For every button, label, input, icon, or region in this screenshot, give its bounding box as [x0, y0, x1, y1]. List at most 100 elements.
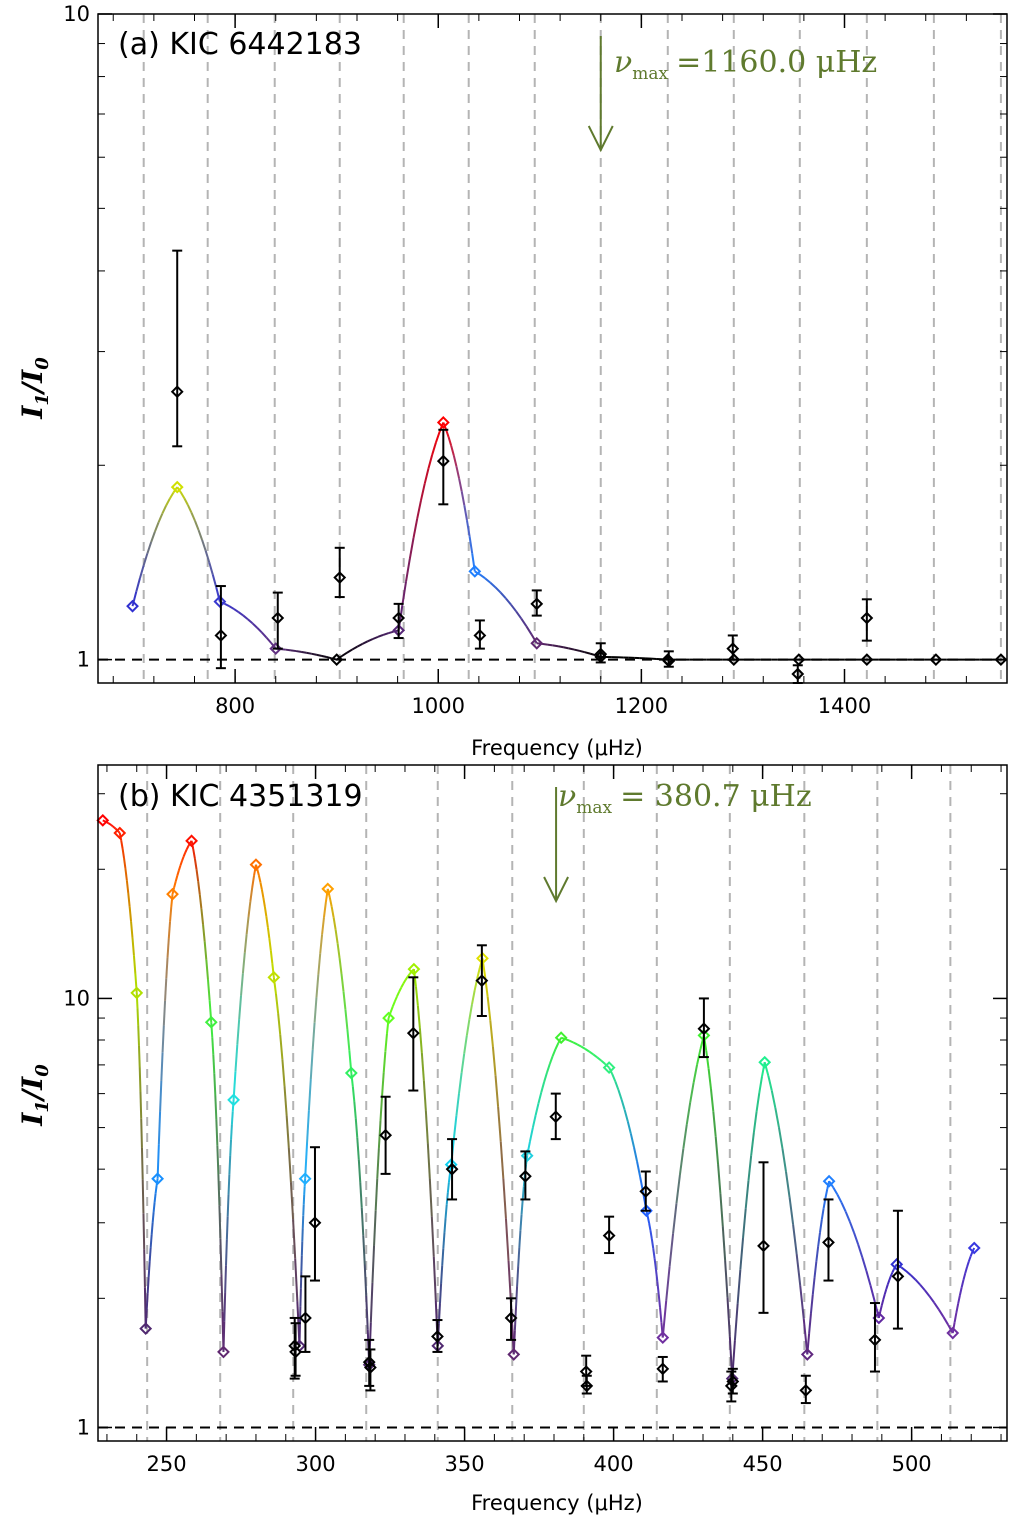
model-segment-a-0-8 [161, 505, 167, 515]
x-tick-label-a-3: 1400 [818, 694, 871, 718]
model-segment-b-28-6 [717, 1164, 722, 1194]
model-segment-b-19-10 [447, 1172, 452, 1183]
model-segment-b-24-8 [592, 1053, 598, 1059]
model-segment-b-27-6 [682, 1124, 688, 1149]
x-tick-label-b-0: 250 [147, 1452, 187, 1476]
model-segment-b-26-6 [653, 1258, 657, 1270]
model-point-b-2 [130, 986, 144, 1000]
model-segment-b-3-7 [151, 1211, 155, 1224]
model-segment-b-14-8 [342, 991, 347, 1010]
model-segment-b-3-5 [149, 1234, 153, 1249]
model-segment-a-1-2 [183, 497, 189, 506]
y-tick-label-b-0: 1 [77, 1415, 90, 1439]
model-segment-b-1-2 [121, 848, 125, 859]
model-segment-b-10-9 [268, 938, 272, 951]
model-segment-b-27-1 [665, 1266, 671, 1301]
observed-point-a-3 [333, 571, 347, 584]
model-segment-b-24-3 [572, 1041, 578, 1046]
model-segment-a-2-5 [242, 614, 249, 620]
model-segment-b-19-2 [438, 1283, 443, 1304]
model-segment-b-14-4 [334, 929, 339, 944]
model-segment-a-0-9 [165, 498, 171, 507]
model-segment-b-10-4 [260, 889, 265, 899]
model-curve-b [96, 813, 981, 1386]
model-segment-b-11-7 [287, 1147, 292, 1183]
model-segment-b-7-7 [217, 1174, 221, 1206]
model-segment-b-27-3 [672, 1203, 678, 1234]
model-segment-b-31-7 [819, 1219, 823, 1233]
model-segment-b-8-3 [225, 1239, 228, 1266]
model-segment-b-2-3 [137, 1045, 141, 1068]
numax-symbol-a: ν [614, 45, 632, 80]
y-axis-title-sub2-b: 0 [32, 1064, 53, 1077]
model-segment-b-9-6 [243, 934, 248, 953]
model-segment-b-26-10 [659, 1307, 663, 1323]
model-segment-a-0-1 [135, 577, 141, 592]
model-segment-b-35-2 [955, 1303, 960, 1314]
model-segment-b-8-1 [223, 1292, 227, 1322]
model-segment-b-24-2 [568, 1039, 574, 1044]
model-point-b-5 [166, 887, 179, 901]
model-segment-b-34-7 [928, 1295, 935, 1304]
model-segment-b-11-9 [292, 1219, 297, 1259]
model-segment-b-31-10 [824, 1188, 829, 1199]
model-point-a-7 [468, 564, 482, 578]
model-segment-b-17-5 [398, 987, 403, 993]
model-segment-b-35-7 [964, 1266, 969, 1274]
model-point-b-31 [800, 1348, 814, 1361]
model-segment-a-2-2 [228, 605, 235, 610]
model-segment-a-1-9 [208, 561, 214, 575]
model-segment-b-27-10 [696, 1048, 702, 1065]
model-segment-b-1-4 [124, 868, 128, 881]
model-segment-b-31-2 [809, 1294, 814, 1314]
model-segment-b-23-0 [526, 1141, 531, 1156]
model-segment-a-4-10 [388, 630, 394, 635]
model-point-b-36 [967, 1241, 981, 1255]
model-point-a-0 [126, 599, 139, 613]
model-segment-b-1-8 [130, 921, 134, 939]
model-point-a-6 [436, 416, 450, 429]
model-segment-b-34-9 [937, 1308, 945, 1318]
x-tick-label-a-1: 1000 [412, 694, 465, 718]
observed-point-b-7 [406, 1026, 420, 1040]
model-segment-b-0-11 [117, 830, 121, 834]
model-segment-b-28-9 [724, 1260, 729, 1298]
model-segment-b-11-8 [289, 1181, 295, 1220]
model-segment-b-20-5 [463, 1035, 468, 1054]
model-point-b-35 [946, 1326, 960, 1340]
model-segment-b-18-3 [418, 1027, 423, 1053]
model-segment-b-4-4 [161, 1025, 165, 1053]
model-segment-b-22-3 [516, 1266, 520, 1287]
model-segment-b-25-5 [623, 1109, 629, 1122]
model-segment-b-16-11 [385, 1017, 390, 1034]
model-segment-b-1-1 [120, 840, 124, 849]
model-segment-b-6-1 [192, 848, 196, 859]
model-segment-b-29-2 [736, 1269, 742, 1304]
model-segment-b-21-6 [497, 1106, 502, 1142]
model-segment-b-25-3 [617, 1089, 623, 1100]
model-segment-b-8-6 [227, 1174, 231, 1195]
model-segment-b-17-6 [400, 983, 405, 988]
model-segment-b-21-8 [502, 1178, 507, 1219]
model-segment-b-32-2 [836, 1194, 843, 1204]
model-segment-a-7-5 [499, 591, 507, 599]
model-segment-b-21-2 [486, 996, 492, 1021]
model-segment-b-21-5 [494, 1075, 500, 1107]
model-segment-a-6-7 [460, 491, 466, 506]
observed-point-b-9 [445, 1162, 459, 1176]
model-segment-b-10-10 [269, 950, 274, 964]
model-segment-b-15-5 [357, 1159, 362, 1183]
model-segment-b-15-1 [351, 1086, 356, 1102]
model-segment-b-2-10 [143, 1249, 146, 1288]
model-segment-b-33-7 [888, 1275, 892, 1281]
model-segment-b-6-5 [198, 894, 203, 909]
model-segment-a-5-3 [408, 537, 415, 560]
model-segment-b-11-3 [279, 1034, 284, 1060]
model-segment-a-5-4 [412, 518, 419, 539]
model-segment-b-35-6 [962, 1272, 967, 1281]
model-segment-b-29-11 [761, 1062, 766, 1077]
model-segment-b-17-9 [406, 973, 411, 978]
model-segment-b-9-5 [241, 952, 246, 974]
model-segment-b-19-9 [446, 1182, 450, 1193]
model-segment-b-29-4 [742, 1208, 747, 1239]
